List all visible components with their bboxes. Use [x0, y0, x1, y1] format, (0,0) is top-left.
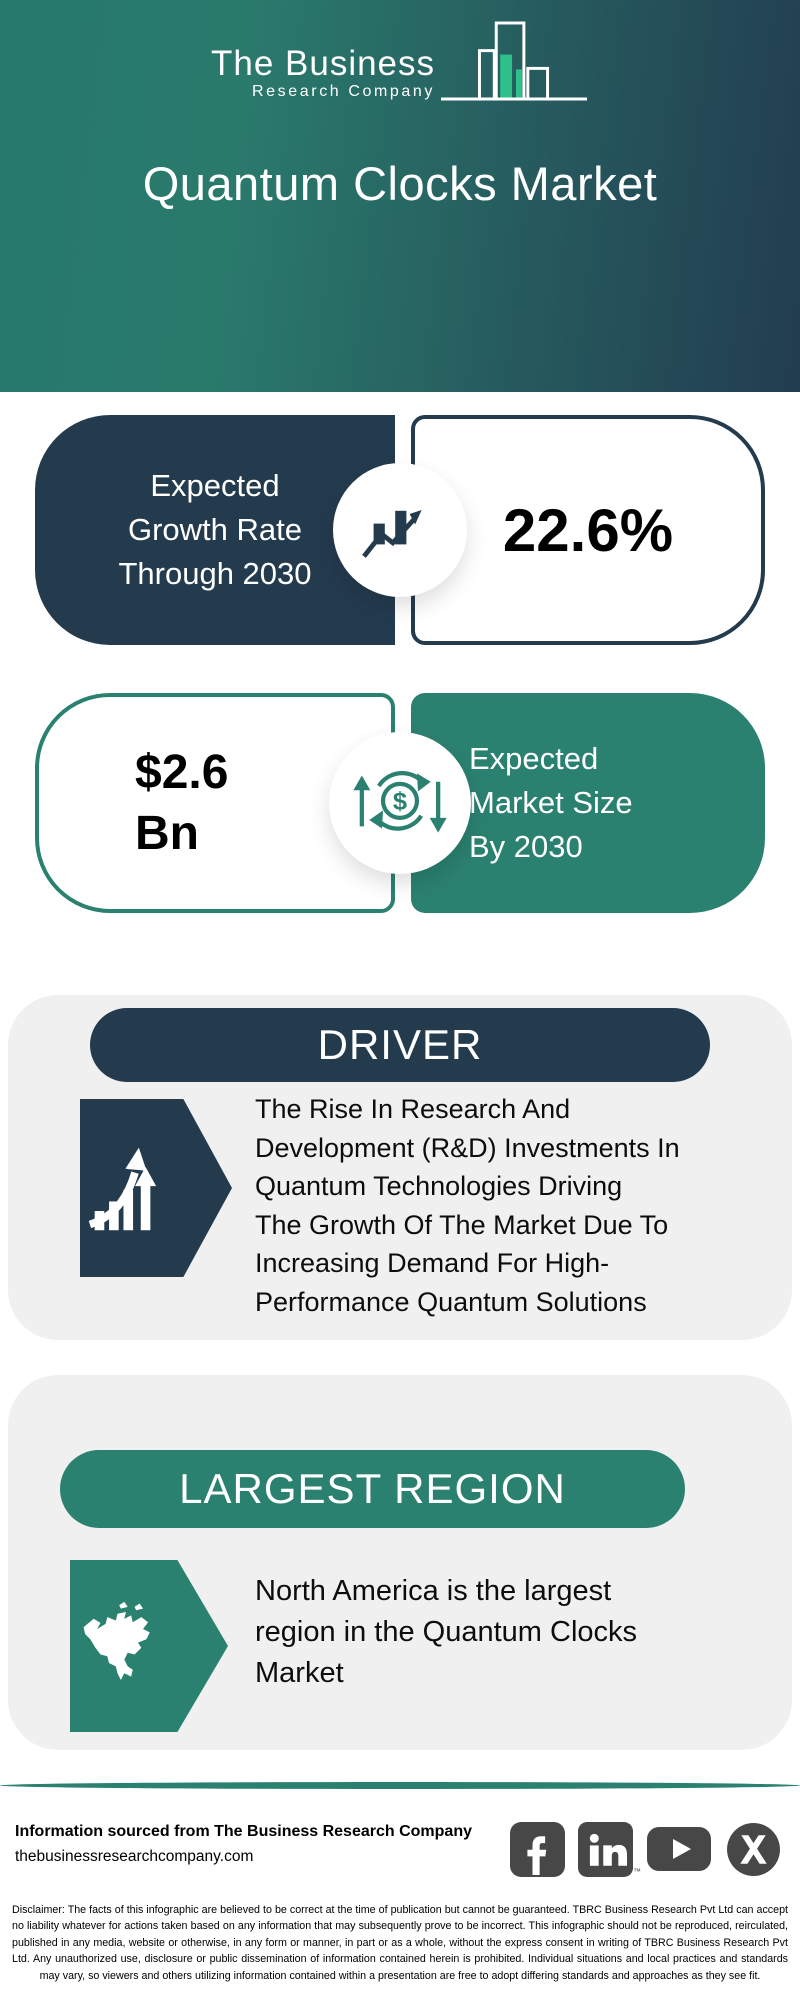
- driver-section: DRIVER The Rise In Research And Developm…: [8, 995, 792, 1340]
- youtube-icon[interactable]: [646, 1822, 712, 1876]
- market-size-label-line: Expected: [469, 741, 599, 776]
- growth-icon-badge: [333, 463, 467, 597]
- largest-region-description-line: North America is the largest: [255, 1575, 612, 1607]
- largest-region-heading: LARGEST REGION: [60, 1450, 685, 1528]
- market-size-label-line: By 2030: [469, 829, 583, 864]
- growth-bars-arrow-icon: [88, 1147, 157, 1231]
- driver-description-line: The Growth Of The Market Due To: [255, 1209, 669, 1240]
- x-twitter-icon[interactable]: [725, 1821, 782, 1878]
- growth-rate-label-line: Expected: [150, 468, 280, 503]
- svg-text:$: $: [393, 787, 407, 815]
- source-info: Information sourced from The Business Re…: [15, 1823, 472, 1866]
- region-icon-shape: [70, 1560, 228, 1732]
- social-links: ™: [510, 1820, 782, 1878]
- largest-region-heading-label: LARGEST REGION: [179, 1465, 566, 1512]
- driver-heading-label: DRIVER: [317, 1021, 483, 1068]
- driver-description-line: Quantum Technologies Driving: [255, 1171, 623, 1201]
- website-url: thebusinessresearchcompany.com: [15, 1848, 254, 1865]
- growth-rate-label: Expected Growth Rate Through 2030: [35, 415, 395, 645]
- growth-rate-value: 22.6%: [411, 415, 765, 645]
- bar-chart-buildings-icon: [441, 21, 588, 101]
- growth-rate-percent: 22.6%: [502, 496, 674, 564]
- driver-description: The Rise In Research And Development (R&…: [255, 1090, 765, 1321]
- driver-icon-shape: [80, 1099, 232, 1277]
- largest-region-description-line: Market: [255, 1657, 344, 1689]
- market-size-label: Expected Market Size By 2030: [411, 693, 765, 913]
- driver-description-line: Increasing Demand For High-: [255, 1248, 610, 1278]
- source-line: Information sourced from The Business Re…: [15, 1823, 472, 1840]
- market-size-card: $2.6 Bn Expected Market Size By 2030 $: [35, 693, 765, 913]
- page-title: Quantum Clocks Market: [142, 157, 658, 210]
- trending-up-chart-icon: [362, 510, 422, 558]
- footer-divider: [0, 1782, 800, 1789]
- largest-region-description-line: region in the Quantum Clocks: [255, 1616, 638, 1648]
- driver-description-line: Performance Quantum Solutions: [255, 1286, 647, 1317]
- market-size-value: $2.6 Bn: [35, 693, 395, 913]
- dollar-exchange-icon: $: [353, 771, 447, 833]
- market-size-label-line: Market Size: [469, 785, 633, 820]
- disclaimer-text: Disclaimer: The facts of this infographi…: [12, 1904, 788, 1982]
- linkedin-trademark: ™: [633, 1866, 641, 1876]
- north-america-map-icon: [83, 1601, 150, 1680]
- brand-subname: Research Company: [252, 83, 436, 100]
- growth-rate-card: Expected Growth Rate Through 2030 22.6%: [35, 415, 765, 645]
- brand-logo-text: The Business Research Company: [211, 45, 435, 102]
- growth-rate-label-line: Through 2030: [118, 556, 312, 591]
- linkedin-icon-wrap: ™: [578, 1821, 641, 1877]
- brand-name: The Business: [210, 44, 436, 83]
- driver-description-line: The Rise In Research And: [255, 1094, 571, 1124]
- facebook-icon[interactable]: [510, 1821, 565, 1877]
- market-size-value-line: Bn: [135, 807, 199, 860]
- market-size-icon-badge: $: [329, 732, 471, 874]
- driver-description-line: Development (R&D) Investments In: [255, 1132, 680, 1163]
- linkedin-icon[interactable]: [578, 1821, 633, 1877]
- largest-region-description: North America is the largest region in t…: [255, 1571, 765, 1694]
- header-banner: The Business Research Company Quantum Cl…: [0, 0, 800, 392]
- largest-region-section: LARGEST REGION North America is the larg…: [8, 1375, 792, 1750]
- driver-heading: DRIVER: [90, 1008, 710, 1082]
- growth-rate-label-line: Growth Rate: [127, 512, 302, 547]
- brand-logo: The Business Research Company: [0, 18, 800, 102]
- market-size-value-line: $2.6: [135, 746, 229, 799]
